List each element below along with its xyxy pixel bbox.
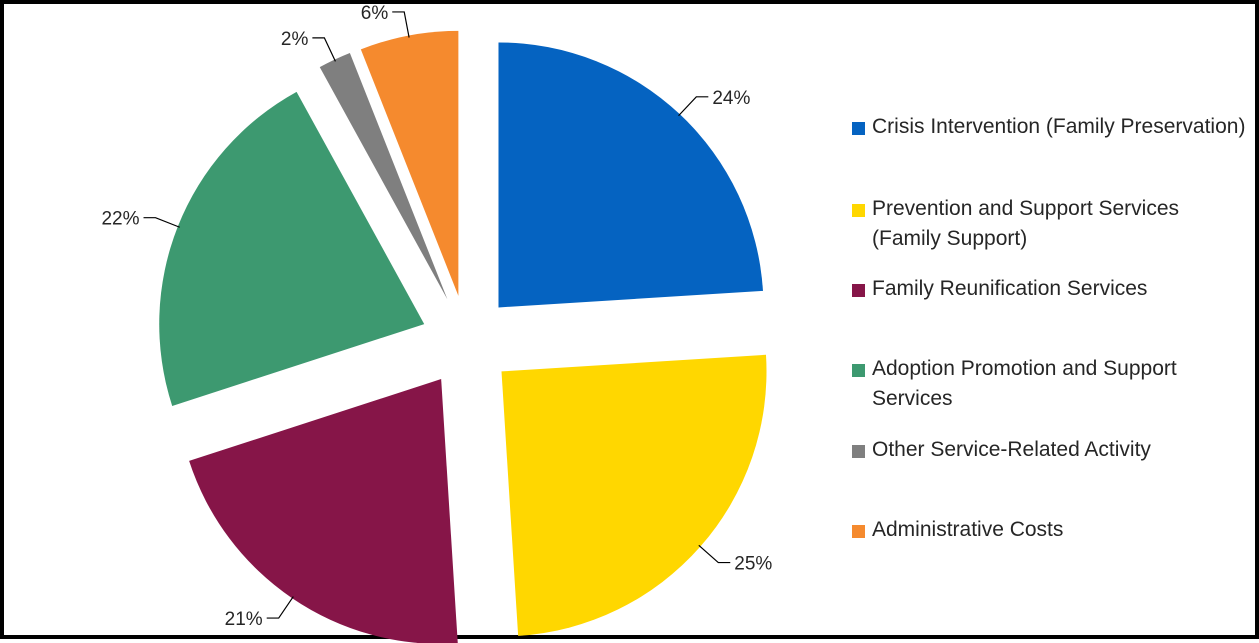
pie-chart: 24% 25% 21% 22% 2% 6% xyxy=(101,4,772,643)
legend-swatch xyxy=(852,525,865,538)
legend-label: Adoption Promotion and Support Services xyxy=(872,357,1177,410)
pie-slice xyxy=(360,30,459,296)
legend-label: Family Reunification Services xyxy=(872,277,1148,300)
data-label: 2% xyxy=(281,29,309,50)
pie-slice xyxy=(498,42,763,308)
pie-slice xyxy=(159,91,425,406)
pie-slice xyxy=(189,379,458,643)
legend-label: Other Service-Related Activity xyxy=(872,438,1151,461)
legend-label: Administrative Costs xyxy=(872,518,1064,541)
legend-item-family-reunification: Family Reunification Services xyxy=(852,274,1247,304)
legend-item-administrative-costs: Administrative Costs xyxy=(852,515,1247,545)
data-label: 21% xyxy=(225,609,263,630)
leader-line xyxy=(266,596,294,619)
legend-swatch xyxy=(852,204,865,217)
legend-item-other-service: Other Service-Related Activity xyxy=(852,435,1247,465)
legend-swatch xyxy=(852,284,865,297)
leader-line xyxy=(392,11,410,38)
leader-line xyxy=(698,544,731,564)
pie-slice xyxy=(319,52,448,300)
leader-line xyxy=(678,96,709,117)
legend-swatch xyxy=(852,122,865,135)
leader-line xyxy=(143,217,180,228)
leader-line xyxy=(312,37,336,62)
legend-label: Prevention and Support Services (Family … xyxy=(872,197,1180,250)
data-label: 25% xyxy=(734,554,772,575)
data-label: 6% xyxy=(361,4,389,24)
legend-item-crisis-intervention: Crisis Intervention (Family Preservation… xyxy=(852,112,1247,142)
data-label: 22% xyxy=(101,209,139,230)
legend-swatch xyxy=(852,445,865,458)
legend-swatch xyxy=(852,364,865,377)
pie-slice xyxy=(501,354,767,636)
legend-item-adoption-promotion: Adoption Promotion and Support Services xyxy=(852,354,1247,414)
data-label: 24% xyxy=(712,88,750,109)
legend-item-prevention-support: Prevention and Support Services (Family … xyxy=(852,194,1247,254)
legend-label: Crisis Intervention (Family Preservation… xyxy=(872,115,1246,138)
